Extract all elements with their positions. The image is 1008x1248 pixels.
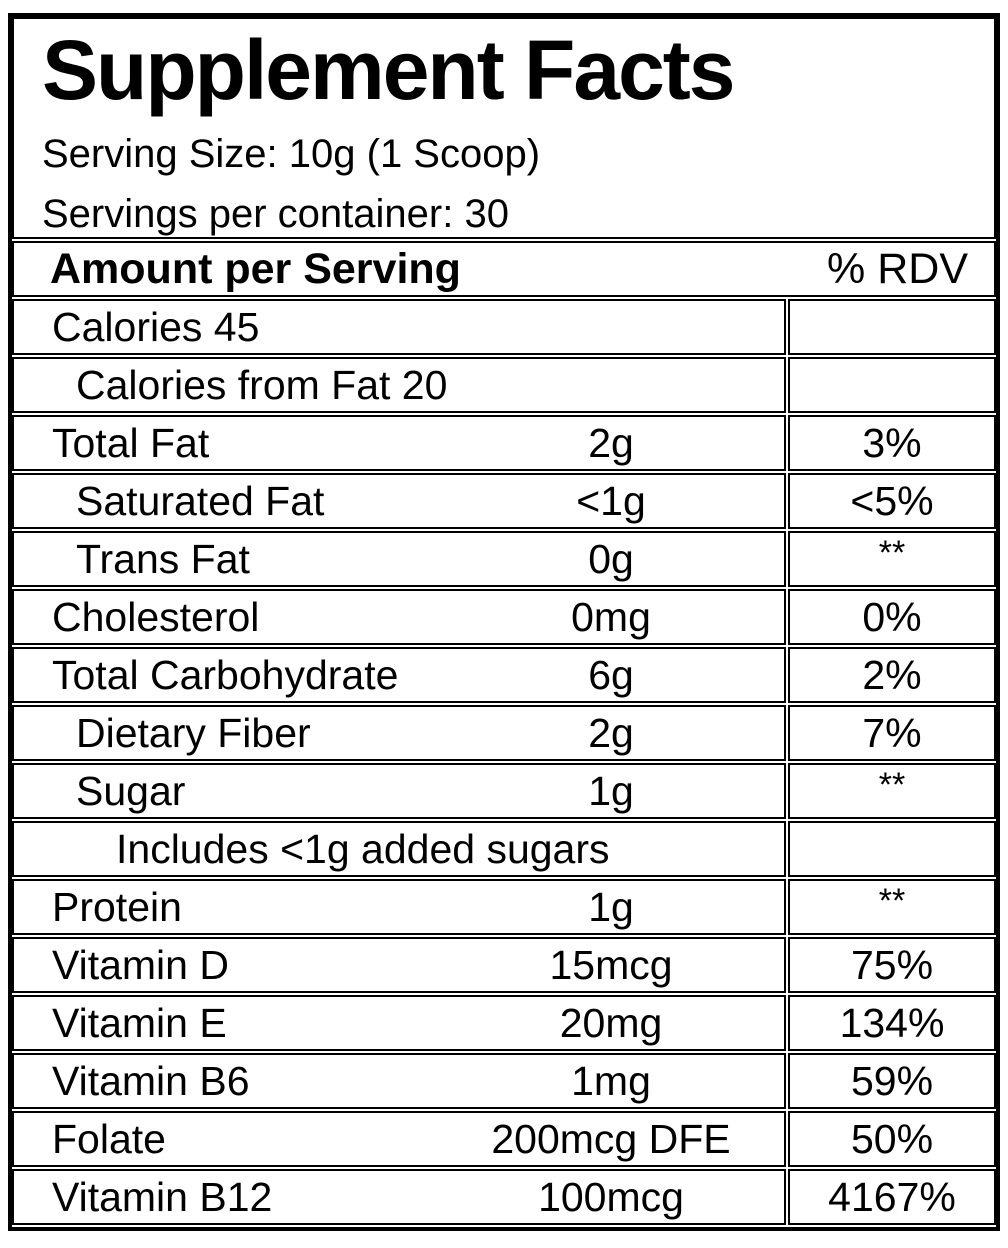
label-header: Supplement Facts Serving Size: 10g (1 Sc… [12, 17, 996, 239]
nutrient-name: Folate [52, 1115, 166, 1162]
table-column-header: Amount per Serving % RDV [12, 241, 996, 297]
nutrient-amount: 1mg [571, 1057, 651, 1104]
nutrient-name: Sugar [76, 767, 186, 814]
nutrient-rdv: ** [788, 763, 996, 819]
nutrient-cell: Saturated Fat <1g [12, 473, 786, 529]
nutrient-rdv [788, 299, 996, 355]
nutrient-cell: Calories 45 [12, 299, 786, 355]
nutrient-rdv: 134% [788, 995, 996, 1051]
nutrient-cell: Vitamin B6 1mg [12, 1053, 786, 1109]
nutrient-cell: Cholesterol 0mg [12, 589, 786, 645]
nutrient-name: Includes <1g added sugars [116, 825, 610, 872]
nutrient-rdv: ** [788, 531, 996, 587]
nutrient-amount: 0g [588, 535, 634, 582]
nutrient-name: Vitamin B12 [52, 1173, 273, 1220]
nutrient-cell: Calories from Fat 20 [12, 357, 786, 413]
nutrient-row: Protein 1g ** [12, 879, 996, 935]
nutrient-rdv: 3% [788, 415, 996, 471]
nutrient-amount: 1g [588, 883, 634, 930]
servings-per-container-line: Servings per container: 30 [42, 192, 509, 237]
nutrient-amount: 2g [588, 709, 634, 756]
nutrient-name: Protein [52, 883, 182, 930]
nutrient-amount: 20mg [559, 999, 663, 1046]
nutrient-cell: Vitamin D 15mcg [12, 937, 786, 993]
nutrient-amount: 100mcg [538, 1173, 684, 1220]
nutrient-cell: Dietary Fiber 2g [12, 705, 786, 761]
nutrient-name: Calories from Fat 20 [76, 361, 448, 408]
label-title: Supplement Facts [42, 23, 735, 117]
nutrient-cell: Sugar 1g [12, 763, 786, 819]
amount-per-serving-heading: Amount per Serving [50, 244, 461, 293]
nutrient-cell: Folate 200mcg DFE [12, 1111, 786, 1167]
nutrient-amount: 2g [588, 419, 634, 466]
nutrient-row: Calories from Fat 20 [12, 357, 996, 413]
nutrient-cell: Vitamin B12 100mcg [12, 1169, 786, 1225]
nutrient-name: Total Carbohydrate [52, 651, 399, 698]
nutrient-name: Dietary Fiber [76, 709, 311, 756]
nutrient-row: Total Fat 2g 3% [12, 415, 996, 471]
nutrient-cell: Total Carbohydrate 6g [12, 647, 786, 703]
nutrient-row: Trans Fat 0g ** [12, 531, 996, 587]
nutrient-cell: Vitamin E 20mg [12, 995, 786, 1051]
nutrient-row: Vitamin D 15mcg 75% [12, 937, 996, 993]
nutrient-cell: Protein 1g [12, 879, 786, 935]
nutrient-name: Vitamin B6 [52, 1057, 250, 1104]
nutrient-row: Total Carbohydrate 6g 2% [12, 647, 996, 703]
nutrient-cell: Trans Fat 0g [12, 531, 786, 587]
nutrient-amount: 15mcg [549, 941, 673, 988]
nutrient-row: Calories 45 [12, 299, 996, 355]
nutrient-rdv: 2% [788, 647, 996, 703]
nutrient-name: Vitamin D [52, 941, 229, 988]
nutrient-row: Includes <1g added sugars [12, 821, 996, 877]
nutrient-amount: 0mg [571, 593, 651, 640]
serving-size-line: Serving Size: 10g (1 Scoop) [42, 132, 541, 177]
nutrient-cell: Total Fat 2g [12, 415, 786, 471]
nutrient-row: Folate 200mcg DFE 50% [12, 1111, 996, 1167]
nutrient-rdv: 59% [788, 1053, 996, 1109]
nutrient-rdv [788, 357, 996, 413]
nutrient-name: Cholesterol [52, 593, 260, 640]
nutrient-amount: 1g [588, 767, 634, 814]
nutrient-rdv: <5% [788, 473, 996, 529]
nutrient-rdv: 0% [788, 589, 996, 645]
nutrient-amount: 200mcg DFE [491, 1115, 731, 1162]
nutrient-amount: 6g [588, 651, 634, 698]
nutrient-rdv: ** [788, 879, 996, 935]
nutrient-row: Vitamin B6 1mg 59% [12, 1053, 996, 1109]
nutrient-row: Vitamin B12 100mcg 4167% [12, 1169, 996, 1225]
nutrient-rdv: 50% [788, 1111, 996, 1167]
supplement-facts-panel: Supplement Facts Serving Size: 10g (1 Sc… [8, 13, 1000, 1231]
nutrient-rdv: 75% [788, 937, 996, 993]
nutrient-rdv [788, 821, 996, 877]
nutrient-cell: Includes <1g added sugars [12, 821, 786, 877]
nutrient-name: Total Fat [52, 419, 210, 466]
rdv-heading: % RDV [827, 244, 968, 293]
nutrient-row: Sugar 1g ** [12, 763, 996, 819]
nutrient-name: Saturated Fat [76, 477, 325, 524]
nutrient-name: Trans Fat [76, 535, 250, 582]
nutrient-amount: <1g [576, 477, 646, 524]
nutrient-name: Calories 45 [52, 303, 260, 350]
nutrient-name: Vitamin E [52, 999, 227, 1046]
nutrient-rdv: 7% [788, 705, 996, 761]
nutrient-row: Dietary Fiber 2g 7% [12, 705, 996, 761]
nutrient-rdv: 4167% [788, 1169, 996, 1225]
nutrient-row: Saturated Fat <1g <5% [12, 473, 996, 529]
nutrient-row: Vitamin E 20mg 134% [12, 995, 996, 1051]
nutrient-row: Cholesterol 0mg 0% [12, 589, 996, 645]
